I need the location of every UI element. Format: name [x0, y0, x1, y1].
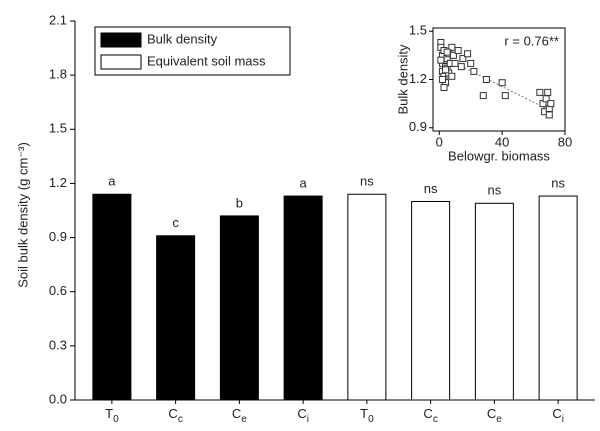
significance-label: a [108, 174, 116, 189]
scatter-point [448, 72, 456, 80]
bar [411, 200, 451, 401]
bar [347, 193, 387, 401]
bar [219, 215, 259, 401]
scatter-point [501, 92, 509, 100]
x-tick-label: Cc [423, 406, 437, 424]
x-tick-label: 40 [495, 134, 509, 149]
scatter-point [547, 100, 555, 108]
scatter-point [459, 55, 467, 63]
bar [474, 202, 514, 401]
x-tick-label: 0 [436, 134, 443, 149]
y-tick-label: 1.5 [409, 23, 427, 38]
bar [538, 195, 578, 401]
x-tick-label: 80 [558, 134, 572, 149]
scatter-point [437, 56, 445, 64]
bar [283, 195, 323, 401]
scatter-point [467, 59, 475, 67]
x-tick-label: T0 [360, 406, 374, 424]
significance-label: ns [488, 183, 502, 198]
y-tick-label: 2.1 [49, 12, 67, 27]
label-sub: 0 [113, 414, 119, 425]
label-sub: i [307, 414, 309, 425]
scatter-point [440, 84, 448, 92]
label-sub: i [562, 414, 564, 425]
scatter-point [536, 88, 544, 96]
label-main: T [360, 406, 368, 421]
legend-label: Equivalent soil mass [147, 53, 266, 68]
y-tick-label: 1.8 [49, 67, 67, 82]
label-main: C [297, 406, 306, 421]
label-main: C [232, 406, 241, 421]
scatter-point [498, 79, 506, 87]
label-main: C [168, 406, 177, 421]
x-axis-label: Belowgr. biomass [448, 148, 550, 163]
legend-swatch [100, 54, 142, 70]
y-tick-label: 1.5 [49, 121, 67, 136]
x-tick-label: Cc [168, 406, 182, 424]
annotation: r = 0.76** [504, 33, 559, 48]
significance-label: a [300, 175, 308, 190]
y-tick-label: 1.2 [409, 71, 427, 86]
label-sub: c [433, 414, 438, 425]
significance-label: ns [551, 175, 565, 190]
x-tick-label: T0 [105, 406, 119, 424]
label-main: C [423, 406, 432, 421]
significance-label: ns [360, 174, 374, 189]
scatter-point [464, 50, 472, 58]
y-tick-label: 0.0 [49, 391, 67, 406]
scatter-point [454, 47, 462, 55]
bar [156, 235, 196, 401]
label-sub: e [496, 414, 502, 425]
bar [92, 193, 132, 401]
y-tick-label: 0.6 [49, 283, 67, 298]
significance-label: c [172, 215, 179, 230]
scatter-point [443, 48, 451, 56]
scatter-point [470, 67, 478, 75]
label-sub: 0 [368, 414, 374, 425]
scatter-point [451, 59, 459, 67]
legend-label: Bulk density [147, 31, 218, 46]
significance-label: b [236, 195, 243, 210]
y-tick-label: 1.2 [49, 175, 67, 190]
label-main: T [105, 406, 113, 421]
scatter-point [438, 76, 446, 83]
y-tick-label: 0.9 [49, 229, 67, 244]
scatter-point [479, 92, 487, 100]
legend-swatch [100, 32, 142, 48]
x-tick-label: Ce [487, 406, 502, 424]
scatter-point [457, 63, 465, 71]
significance-label: ns [424, 181, 438, 196]
scatter-point [544, 88, 552, 96]
label-main: C [552, 406, 561, 421]
label-main: C [487, 406, 496, 421]
y-axis-label: Bulk density [395, 44, 410, 115]
y-tick-label: 0.9 [409, 119, 427, 134]
label-sub: c [178, 414, 183, 425]
scatter-point [545, 111, 553, 119]
x-tick-label: Ce [232, 406, 247, 424]
y-tick-label: 0.3 [49, 337, 67, 352]
y-axis-label: Soil bulk density (g cm⁻³) [15, 142, 30, 288]
scatter-point [442, 66, 450, 74]
scatter-point [482, 76, 490, 83]
x-tick-label: Ci [297, 406, 309, 424]
label-sub: e [241, 414, 247, 425]
x-tick-label: Ci [552, 406, 564, 424]
